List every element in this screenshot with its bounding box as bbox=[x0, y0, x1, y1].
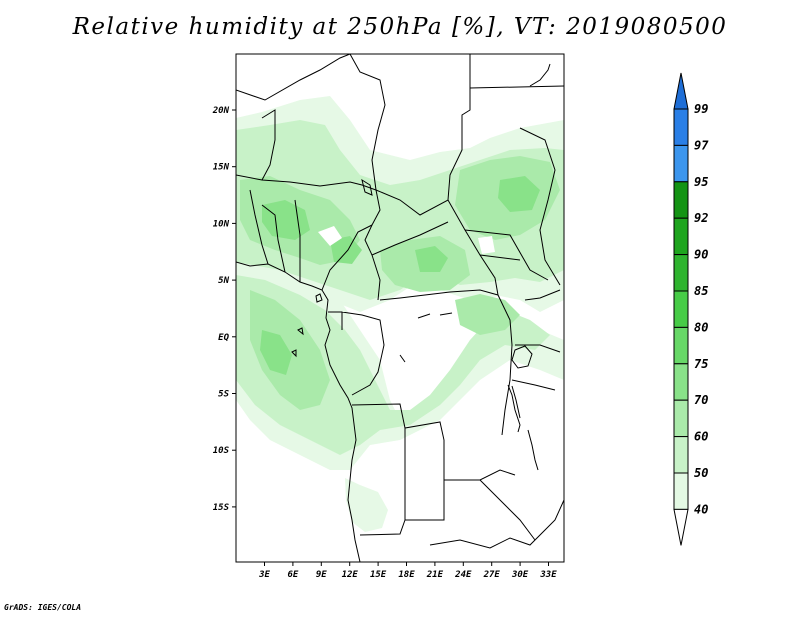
colorbar-segment bbox=[673, 363, 689, 401]
colorbar-segment bbox=[673, 436, 689, 474]
lon-tick-label: 33E bbox=[539, 570, 557, 580]
colorbar-label: 85 bbox=[694, 284, 708, 298]
border-congo bbox=[328, 311, 385, 396]
grads-credit: GrADS: IGES/COLA bbox=[4, 603, 82, 612]
lake-dashes-2 bbox=[399, 354, 406, 363]
lat-tick-label: 15N bbox=[213, 163, 230, 173]
border-south-sudan bbox=[464, 229, 549, 281]
colorbar-label: 97 bbox=[694, 138, 709, 152]
colorbar-segment bbox=[673, 217, 689, 256]
colorbar: 99 97 95 92 90 85 80 75 70 60 50 40 bbox=[673, 72, 709, 546]
humidity-field bbox=[236, 96, 564, 532]
map-title: Relative humidity at 250hPa [%], VT: 201… bbox=[72, 14, 728, 40]
humidity-region-dry-2 bbox=[420, 330, 444, 352]
humidity-region-mid-lakes bbox=[455, 294, 520, 335]
lon-tick-label: 24E bbox=[454, 570, 472, 580]
lake-tanganyika bbox=[507, 384, 521, 433]
humidity-region-dry-3 bbox=[478, 236, 495, 254]
colorbar-label: 80 bbox=[694, 320, 708, 334]
nile-coast-ne bbox=[529, 63, 551, 87]
border-west-states bbox=[249, 189, 301, 282]
border-libya-egypt bbox=[447, 54, 471, 201]
lon-tick-label: 3E bbox=[258, 570, 270, 580]
humidity-region-strong-1 bbox=[262, 200, 310, 240]
lon-tick-label: 27E bbox=[483, 570, 501, 580]
border-south bbox=[429, 479, 564, 549]
lake-victoria bbox=[511, 345, 533, 369]
colorbar-label: 40 bbox=[694, 502, 708, 516]
colorbar-label: 50 bbox=[694, 466, 708, 480]
humidity-region-dry-1 bbox=[318, 226, 342, 246]
lon-tick-label: 21E bbox=[426, 570, 444, 580]
gulf-islands bbox=[291, 293, 323, 358]
border-algeria-niger-libya bbox=[236, 54, 351, 101]
colorbar-label: 60 bbox=[694, 430, 708, 444]
latitude-axis: 20N 15N 10N 5N EQ 5S 10S 15S bbox=[212, 106, 236, 513]
colorbar-segment bbox=[673, 108, 689, 146]
lat-tick-label: 5N bbox=[218, 276, 229, 286]
border-east-africa bbox=[511, 289, 561, 391]
border-sudan-ethiopia bbox=[519, 127, 561, 286]
lat-tick-label: 20N bbox=[212, 106, 230, 116]
colorbar-segment bbox=[673, 326, 689, 365]
humidity-region-strong-3 bbox=[260, 330, 292, 375]
border-car bbox=[371, 221, 499, 301]
border-chad-sudan bbox=[375, 189, 499, 296]
humidity-region-inner-coast bbox=[236, 275, 550, 455]
lon-tick-label: 12E bbox=[342, 570, 359, 580]
colorbar-segment bbox=[673, 290, 689, 328]
colorbar-label: 75 bbox=[694, 357, 708, 371]
humidity-region-strong-5 bbox=[415, 246, 448, 272]
border-drc-south bbox=[351, 403, 516, 481]
lat-tick-label: 5S bbox=[218, 390, 229, 400]
lake-dashes-1 bbox=[417, 312, 453, 319]
colorbar-label: 90 bbox=[694, 248, 708, 262]
colorbar-top-arrow bbox=[673, 72, 689, 110]
colorbar-label: 92 bbox=[694, 211, 708, 225]
humidity-region-strong-2 bbox=[498, 176, 540, 212]
colorbar-segment bbox=[673, 254, 689, 292]
colorbar-segment bbox=[673, 144, 689, 183]
colorbar-label: 99 bbox=[694, 102, 708, 116]
lat-tick-label: 15S bbox=[213, 503, 230, 513]
colorbar-label: 70 bbox=[694, 393, 708, 407]
humidity-region-strong-4 bbox=[330, 236, 362, 264]
lon-tick-label: 15E bbox=[370, 570, 387, 580]
plot-frame bbox=[235, 53, 565, 563]
colorbar-segment bbox=[673, 181, 689, 219]
coastline-west-africa bbox=[236, 261, 361, 562]
humidity-region-south-patch bbox=[345, 478, 388, 532]
lake-chad bbox=[361, 178, 373, 196]
colorbar-segment bbox=[673, 472, 689, 510]
lon-tick-label: 18E bbox=[398, 570, 415, 580]
border-nigeria-cameroon bbox=[321, 224, 373, 291]
longitude-axis: 3E 6E 9E 12E 15E 18E 21E 24E 27E 30E 33E bbox=[258, 562, 557, 580]
border-libya-chad bbox=[349, 54, 386, 191]
colorbar-label: 95 bbox=[694, 175, 708, 189]
lon-tick-label: 9E bbox=[316, 570, 327, 580]
lake-malawi bbox=[527, 429, 539, 471]
country-borders bbox=[236, 54, 564, 562]
lon-tick-label: 6E bbox=[287, 570, 298, 580]
border-angola-zambia bbox=[359, 428, 445, 536]
border-egypt-sudan bbox=[469, 85, 564, 89]
lat-tick-label: 10N bbox=[213, 219, 230, 229]
lat-tick-label: EQ bbox=[218, 333, 229, 343]
colorbar-bottom-arrow bbox=[673, 508, 689, 546]
border-mali-niger bbox=[261, 109, 276, 181]
lon-tick-label: 30E bbox=[511, 570, 529, 580]
humidity-region-mid-coast bbox=[250, 290, 330, 410]
colorbar-segment bbox=[673, 399, 689, 438]
lat-tick-label: 10S bbox=[213, 446, 230, 456]
border-drc-east bbox=[497, 294, 513, 436]
